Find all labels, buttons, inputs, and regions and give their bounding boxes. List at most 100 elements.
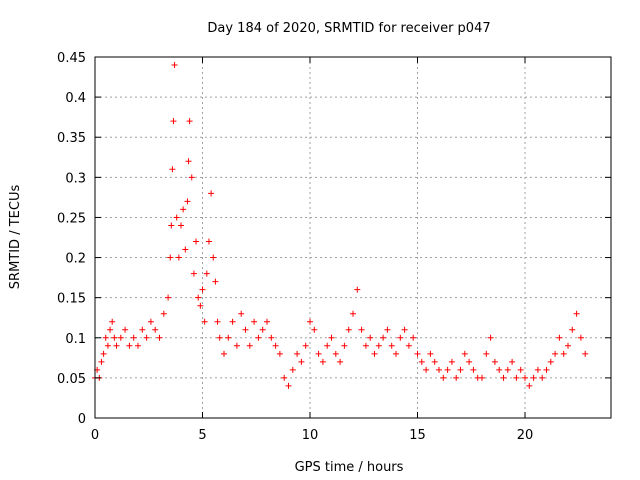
data-point (380, 334, 387, 341)
data-point (210, 254, 217, 261)
data-point (466, 358, 473, 365)
data-point (569, 326, 576, 333)
data-point (410, 334, 417, 341)
data-point (102, 334, 109, 341)
data-point (168, 222, 175, 229)
data-point (418, 358, 425, 365)
data-point (180, 206, 187, 213)
data-point (122, 326, 129, 333)
data-point (242, 326, 249, 333)
data-point (233, 342, 240, 349)
data-point (160, 310, 167, 317)
data-point (362, 342, 369, 349)
data-point (401, 326, 408, 333)
data-point (367, 334, 374, 341)
data-point (315, 350, 322, 357)
data-point (255, 334, 262, 341)
data-point (522, 374, 528, 381)
data-point (414, 350, 421, 357)
data-point (165, 294, 172, 301)
data-point (170, 118, 177, 125)
data-point (268, 334, 275, 341)
data-point (214, 318, 221, 325)
data-point (100, 350, 107, 357)
data-point (197, 302, 204, 309)
y-tick-label: 0.1 (65, 332, 86, 347)
data-point (190, 270, 197, 277)
y-tick-label: 0.3 (65, 171, 86, 186)
data-point (294, 350, 301, 357)
data-point (436, 366, 442, 373)
data-point (246, 342, 253, 349)
data-point (427, 350, 434, 357)
data-point (337, 358, 344, 365)
data-point (285, 382, 292, 389)
data-point (143, 334, 150, 341)
data-point (199, 286, 206, 293)
data-point (156, 334, 163, 341)
data-point (487, 334, 494, 341)
data-point (517, 366, 524, 373)
data-point (178, 222, 184, 229)
data-point (195, 294, 202, 301)
data-point (185, 158, 192, 165)
data-point (345, 326, 352, 333)
data-point (453, 374, 460, 381)
data-point (208, 190, 215, 197)
data-point (135, 342, 141, 349)
data-point (354, 286, 361, 293)
data-point (307, 318, 313, 325)
data-point (526, 382, 533, 389)
data-point (201, 318, 208, 325)
data-point (319, 358, 326, 365)
data-point (530, 374, 537, 381)
y-tick-label: 0.45 (57, 51, 86, 66)
x-axis-label: GPS time / hours (295, 460, 404, 475)
data-point (289, 366, 296, 373)
data-point (113, 342, 120, 349)
plot-frame (94, 56, 612, 419)
data-point (281, 374, 288, 381)
data-point (496, 366, 503, 373)
data-point (393, 350, 399, 357)
data-point (212, 278, 219, 285)
data-point (188, 174, 195, 181)
data-point (264, 318, 270, 325)
y-tick-label: 0.35 (57, 131, 86, 146)
data-point (203, 270, 210, 277)
data-point (431, 358, 438, 365)
axis-ticks: 0 5 10 15 20 0 0.05 0.1 0.15 0.2 0.25 0.3 0.35 0.4 0.4… (57, 51, 611, 443)
data-point (440, 374, 447, 381)
data-point (552, 350, 559, 357)
data-point (272, 342, 279, 349)
data-point (193, 238, 200, 245)
data-point (560, 350, 567, 357)
data-point (184, 198, 191, 205)
data-point (205, 238, 212, 245)
data-point (152, 326, 159, 333)
x-tick-label: 10 (302, 428, 319, 443)
data-point (470, 366, 477, 373)
data-point (130, 334, 137, 341)
data-point (577, 334, 584, 341)
data-point (500, 374, 507, 381)
data-point (186, 118, 193, 125)
data-point (167, 254, 174, 261)
data-point (229, 318, 236, 325)
data-point (461, 350, 468, 357)
data-point (444, 366, 451, 373)
data-point (302, 342, 309, 349)
data-point (251, 318, 258, 325)
data-point (491, 358, 498, 365)
data-point (171, 62, 178, 69)
data-point (173, 214, 180, 221)
chart-title: Day 184 of 2020, SRMTID for receiver p04… (207, 21, 490, 36)
data-point (573, 310, 580, 317)
data-point (504, 366, 511, 373)
data-point (513, 374, 520, 381)
data-point (448, 358, 455, 365)
y-tick-label: 0.15 (57, 292, 86, 307)
data-point (565, 342, 571, 349)
data-point (169, 166, 176, 173)
